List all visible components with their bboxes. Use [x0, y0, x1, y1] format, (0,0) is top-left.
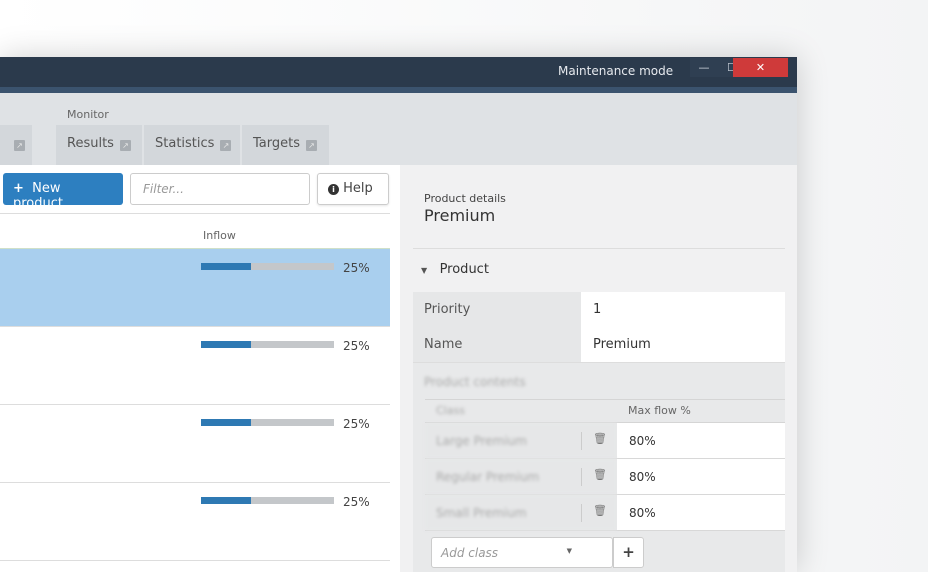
plus-icon: +: [13, 181, 24, 196]
list-item[interactable]: 25%: [0, 483, 390, 561]
field-label: Name: [413, 327, 581, 362]
external-link-icon: ↗: [119, 140, 131, 151]
inflow-percent: 25%: [343, 261, 370, 275]
class-row: Large Premium 🗑 80%: [425, 423, 785, 459]
product-details-panel: Product details Premium ▼ Product Priori…: [400, 165, 797, 572]
tab-results[interactable]: Results ↗: [56, 125, 142, 165]
nav-tabs: ↗ Monitor Results ↗ Statistics ↗ Targets ↗: [0, 93, 797, 165]
list-item[interactable]: 25%: [0, 249, 390, 327]
divider: [425, 422, 785, 423]
info-icon: i: [328, 184, 339, 195]
product-list-panel: + New product Filter... i Help Inflow 25…: [0, 165, 390, 572]
class-row: Regular Premium 🗑 80%: [425, 459, 785, 495]
inflow-bar: [201, 419, 334, 426]
inflow-bar: [201, 341, 334, 348]
details-title: Premium: [424, 206, 496, 225]
title-bar: Maintenance mode — ☐ ✕: [0, 57, 797, 87]
max-flow-input[interactable]: 80%: [617, 423, 785, 458]
column-header-class: Class: [436, 404, 465, 417]
column-header-inflow: Inflow: [203, 229, 236, 242]
column-header-max-flow: Max flow %: [628, 404, 691, 417]
inflow-percent: 25%: [343, 339, 370, 353]
tab-group-label: Monitor: [67, 108, 109, 121]
inflow-bar: [201, 263, 334, 270]
divider: [581, 468, 582, 486]
title-band: [0, 87, 797, 93]
inflow-bar-fill: [201, 263, 251, 270]
external-link-icon: ↗: [220, 140, 232, 151]
class-name: Regular Premium: [425, 459, 617, 494]
max-flow-input[interactable]: 80%: [617, 459, 785, 494]
contents-label: Product contents: [424, 375, 526, 389]
button-label: Help: [343, 181, 373, 196]
product-contents: Product contents Class Max flow % Large …: [413, 363, 785, 572]
app-window: Maintenance mode — ☐ ✕ ↗ Monitor Results…: [0, 57, 797, 572]
help-button[interactable]: i Help: [317, 173, 389, 205]
minimize-button[interactable]: —: [690, 58, 718, 77]
tab-targets[interactable]: Targets ↗: [242, 125, 329, 165]
add-class-button[interactable]: +: [613, 537, 644, 568]
tab-previous[interactable]: ↗: [0, 125, 32, 165]
tab-label: Targets: [253, 136, 300, 151]
trash-icon[interactable]: 🗑: [593, 432, 607, 445]
field-name-row: Name Premium: [413, 327, 785, 363]
max-flow-input[interactable]: 80%: [617, 495, 785, 530]
field-label: Priority: [413, 292, 581, 327]
class-name: Large Premium: [425, 423, 617, 458]
divider: [581, 504, 582, 522]
details-caption: Product details: [424, 192, 506, 205]
window-title: Maintenance mode: [558, 64, 674, 78]
list-item[interactable]: 25%: [0, 327, 390, 405]
trash-icon[interactable]: 🗑: [593, 504, 607, 517]
caret-down-icon: ▼: [566, 547, 572, 555]
add-class-select[interactable]: Add class ▼ +: [431, 537, 644, 568]
divider: [0, 248, 390, 249]
inflow-bar-fill: [201, 341, 251, 348]
inflow-percent: 25%: [343, 417, 370, 431]
class-row: Small Premium 🗑 80%: [425, 495, 785, 531]
section-product-toggle[interactable]: ▼ Product: [421, 262, 489, 277]
tab-statistics[interactable]: Statistics ↗: [144, 125, 240, 165]
select-placeholder: Add class: [441, 546, 499, 560]
filter-input[interactable]: Filter...: [130, 173, 310, 205]
class-name: Small Premium: [425, 495, 617, 530]
tab-label: Statistics: [155, 136, 215, 151]
divider: [413, 248, 785, 249]
divider: [0, 213, 390, 214]
external-link-icon: ↗: [306, 140, 317, 151]
close-button[interactable]: ✕: [733, 58, 788, 77]
inflow-bar: [201, 497, 334, 504]
inflow-bar-fill: [201, 419, 251, 426]
divider: [581, 432, 582, 450]
divider: [425, 399, 785, 400]
inflow-percent: 25%: [343, 495, 370, 509]
section-label: Product: [439, 262, 489, 277]
caret-down-icon: ▼: [421, 266, 428, 275]
external-link-icon: ↗: [14, 140, 25, 151]
priority-input[interactable]: 1: [581, 292, 785, 327]
tab-label: Results: [67, 136, 114, 151]
button-label: New product: [13, 181, 64, 211]
name-input[interactable]: Premium: [581, 327, 785, 362]
field-priority-row: Priority 1: [413, 292, 785, 328]
list-item[interactable]: 25%: [0, 405, 390, 483]
trash-icon[interactable]: 🗑: [593, 468, 607, 481]
inflow-bar-fill: [201, 497, 251, 504]
new-product-button[interactable]: + New product: [3, 173, 123, 211]
